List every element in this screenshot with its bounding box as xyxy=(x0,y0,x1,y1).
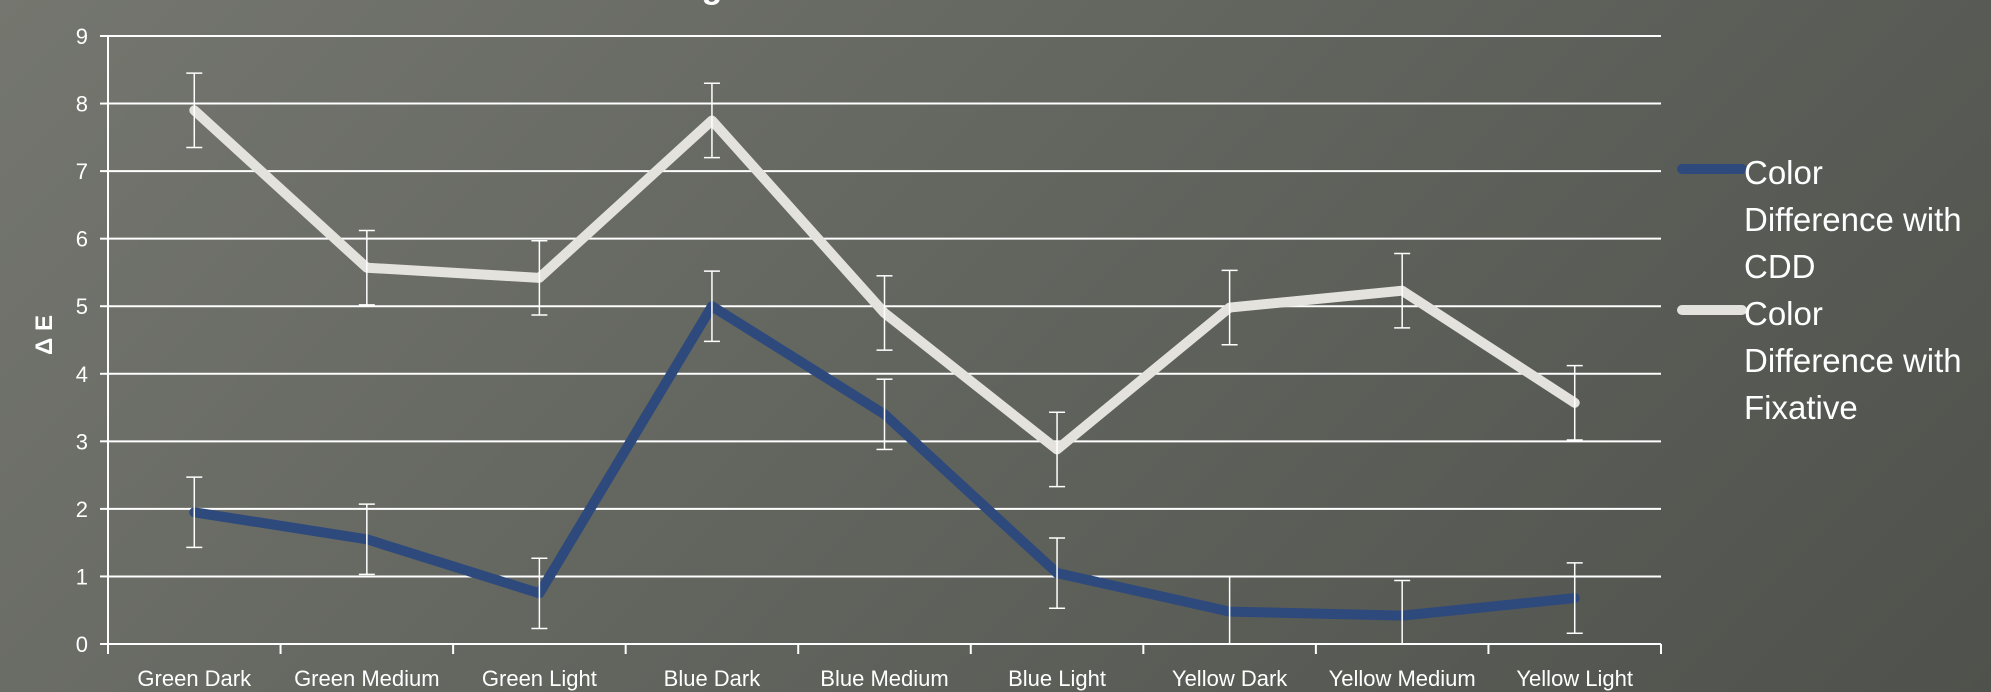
x-tick-label: Green Medium xyxy=(294,666,440,691)
x-tick-label: Yellow Light xyxy=(1516,666,1633,691)
series-2 xyxy=(186,72,1583,488)
x-tick-label: Yellow Dark xyxy=(1172,666,1288,691)
legend-label: Color xyxy=(1744,295,1823,332)
y-tick-label: 9 xyxy=(76,24,88,49)
x-tick-label: Green Dark xyxy=(137,666,252,691)
legend-label: CDD xyxy=(1744,248,1816,285)
x-tick-label: Blue Dark xyxy=(664,666,762,691)
legend-item-2: Color Difference with Fixative xyxy=(1677,295,1962,426)
series-1 xyxy=(186,270,1583,644)
x-tick-label: Yellow Medium xyxy=(1329,666,1476,691)
legend: Color Difference with CDD Color Difference w… xyxy=(1677,154,1962,426)
y-tick-label: 4 xyxy=(76,362,88,387)
legend-label: Fixative xyxy=(1744,389,1858,426)
y-tick-label: 1 xyxy=(76,564,88,589)
series-line xyxy=(189,301,1580,621)
chart-title-fragment: g xyxy=(702,0,723,6)
y-tick-label: 7 xyxy=(76,159,88,184)
x-tick-label: Blue Medium xyxy=(820,666,948,691)
x-tick-label: Green Light xyxy=(482,666,597,691)
y-tick-label: 6 xyxy=(76,227,88,252)
axes: 0 1 2 3 4 5 6 7 8 9 Green Dark Green Medium Green Li… xyxy=(76,24,1662,691)
x-tick-label: Blue Light xyxy=(1008,666,1106,691)
series-layer xyxy=(186,72,1583,644)
legend-label: Difference with xyxy=(1744,201,1962,238)
y-tick-label: 5 xyxy=(76,294,88,319)
y-tick-label: 2 xyxy=(76,497,88,522)
y-axis-label: Δ E xyxy=(31,315,58,355)
y-tick-label: 0 xyxy=(76,632,88,657)
legend-label: Difference with xyxy=(1744,342,1962,379)
y-tick-label: 3 xyxy=(76,429,88,454)
y-tick-label: 8 xyxy=(76,92,88,117)
legend-label: Color xyxy=(1744,154,1823,191)
legend-item-1: Color Difference with CDD xyxy=(1677,154,1962,285)
